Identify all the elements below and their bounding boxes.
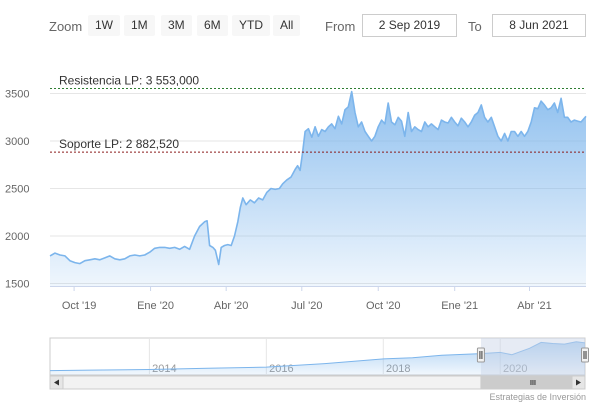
- zoom-1m-button[interactable]: 1M: [124, 15, 155, 36]
- resistance-label: Resistencia LP: 3 553,000: [59, 73, 199, 87]
- x-tick-label: Oct '20: [366, 300, 401, 312]
- zoom-6m-button[interactable]: 6M: [197, 15, 228, 36]
- x-axis: Oct '19 Ene '20 Abr '20 Jul '20 Oct '20 Ene '…: [50, 286, 586, 312]
- to-label: To: [468, 19, 482, 34]
- y-tick-label: 2000: [5, 231, 29, 243]
- to-date-input[interactable]: 8 Jun 2021: [492, 14, 586, 37]
- navigator-handle: [581, 347, 589, 363]
- y-tick-label: 3000: [5, 136, 29, 148]
- y-tick-label: 3500: [5, 89, 29, 101]
- range-selector: Zoom 1W 1M 3M 6M YTD All From 2 Sep 2019…: [0, 0, 598, 50]
- x-tick-label: Abr '21: [517, 300, 552, 312]
- series-area: [49, 90, 587, 286]
- zoom-ytd-button[interactable]: YTD: [232, 15, 270, 36]
- y-axis: 1500 2000 2500 3000 3500: [5, 89, 29, 291]
- scroll-right-arrow-icon: [576, 379, 581, 386]
- navigator[interactable]: 2014201620182020: [49, 337, 589, 390]
- x-tick-label: Ene '20: [137, 300, 174, 312]
- navigator-line: [49, 341, 586, 372]
- x-tick-label: Abr '20: [214, 300, 249, 312]
- from-label: From: [325, 19, 356, 34]
- x-tick-label: Ene '21: [441, 300, 478, 312]
- series-area-fill: [50, 91, 586, 286]
- navigator-area: [50, 341, 585, 375]
- x-tick-label: Oct '19: [62, 300, 97, 312]
- x-tick-label: Jul '20: [291, 300, 322, 312]
- zoom-1w-button[interactable]: 1W: [88, 15, 120, 36]
- y-tick-label: 2500: [5, 184, 29, 196]
- y-tick-label: 1500: [5, 279, 29, 291]
- scroll-left-arrow-icon: [54, 379, 59, 386]
- zoom-all-button[interactable]: All: [273, 15, 301, 36]
- credit: Estrategias de Inversión: [489, 392, 586, 402]
- series-line: [49, 90, 587, 266]
- navigator-handle: [476, 347, 485, 363]
- plot-lines: Resistencia LP: 3 553,000 Soporte LP: 2 8…: [50, 73, 586, 153]
- zoom-label: Zoom: [49, 19, 83, 34]
- from-date-input[interactable]: 2 Sep 2019: [362, 14, 457, 37]
- support-label: Soporte LP: 2 882,520: [59, 137, 179, 151]
- zoom-3m-button[interactable]: 3M: [161, 15, 192, 36]
